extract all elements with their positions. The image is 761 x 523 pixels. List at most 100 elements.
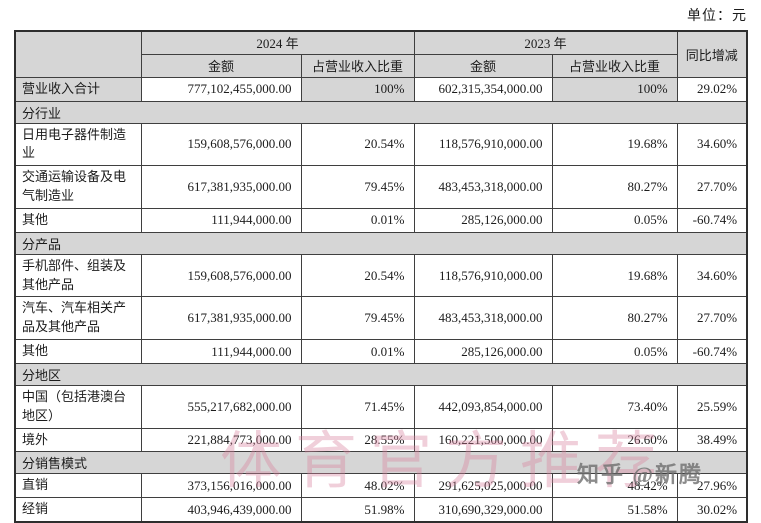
share-2024: 28.55% <box>300 427 415 453</box>
amount-2024: 617,381,935,000.00 <box>140 296 302 341</box>
share-2023: 48.42% <box>551 473 678 499</box>
amount-2023: 310,690,329,000.00 <box>413 497 553 523</box>
header-empty-cell <box>14 30 142 78</box>
header-amount-2024: 金额 <box>140 53 302 78</box>
table-row: 中国（包括港澳台地区） 555,217,682,000.00 71.45% 442,0… <box>14 384 748 429</box>
table-body: 营业收入合计 777,102,455,000.00 100% 602,315,354,… <box>14 76 748 523</box>
section-row: 分销售模式 <box>14 451 748 475</box>
financial-report-page: { "page": { "unit_label": "单位：元" }, "tab… <box>14 9 749 523</box>
share-2024: 79.45% <box>300 165 415 209</box>
share-2024: 20.54% <box>300 253 415 298</box>
table-row: 直销 373,156,016,000.00 48.02% 291,625,025,00… <box>14 473 748 499</box>
section-label: 分地区 <box>14 362 748 386</box>
share-2024: 0.01% <box>300 339 415 364</box>
yoy-value: 34.60% <box>676 122 748 167</box>
table-row: 其他 111,944,000.00 0.01% 285,126,000.00 0.05%… <box>14 207 748 233</box>
share-2023: 80.27% <box>551 165 678 209</box>
row-label: 营业收入合计 <box>14 76 142 102</box>
yoy-value: -60.74% <box>676 339 748 364</box>
row-label: 手机部件、组装及其他产品 <box>14 253 142 298</box>
yoy-value: -60.74% <box>676 207 748 233</box>
share-2023: 73.40% <box>551 384 678 429</box>
yoy-value: 27.70% <box>676 296 748 341</box>
header-row-years: 2024 年 2023 年 同比增减 <box>14 30 748 78</box>
amount-2023: 285,126,000.00 <box>413 339 553 364</box>
header-row-metrics: 金额 占营业收入比重 金额 占营业收入比重 <box>15 53 747 78</box>
section-label: 分行业 <box>14 100 748 124</box>
section-row: 分行业 <box>14 100 748 124</box>
amount-2024: 111,944,000.00 <box>140 207 302 233</box>
amount-2024: 555,217,682,000.00 <box>140 384 302 429</box>
row-label: 境外 <box>14 427 142 453</box>
header-year-2024: 2024 年 <box>140 30 415 55</box>
row-label: 日用电子器件制造业 <box>14 122 142 167</box>
amount-2023: 483,453,318,000.00 <box>413 296 553 341</box>
amount-2023: 291,625,025,000.00 <box>413 473 553 499</box>
yoy-value: 27.96% <box>676 473 748 499</box>
share-2024: 100% <box>300 76 415 102</box>
unit-label: 单位：元 <box>687 9 747 24</box>
yoy-value: 38.49% <box>676 427 748 453</box>
share-2023: 26.60% <box>551 427 678 453</box>
amount-2023: 602,315,354,000.00 <box>413 76 553 102</box>
share-2024: 20.54% <box>300 122 415 167</box>
share-2023: 19.68% <box>551 122 678 167</box>
table-row: 日用电子器件制造业 159,608,576,000.00 20.54% 118,576… <box>14 122 748 167</box>
table-row: 其他 111,944,000.00 0.01% 285,126,000.00 0.05%… <box>14 339 748 364</box>
row-label: 其他 <box>14 207 142 233</box>
header-year-2023: 2023 年 <box>413 30 678 55</box>
row-label: 汽车、汽车相关产品及其他产品 <box>14 296 142 341</box>
header-amount-2023: 金额 <box>413 53 553 78</box>
share-2023: 51.58% <box>551 497 678 523</box>
table-row: 境外 221,884,773,000.00 28.55% 160,221,500,00… <box>14 427 748 453</box>
share-2024: 79.45% <box>300 296 415 341</box>
yoy-value: 29.02% <box>676 76 748 102</box>
row-label: 经销 <box>14 497 142 523</box>
revenue-breakdown-table: 2024 年 2023 年 同比增减 金额 占营业收入比重 金额 占营业收入比重… <box>14 30 749 523</box>
amount-2024: 403,946,439,000.00 <box>140 497 302 523</box>
yoy-value: 25.59% <box>676 384 748 429</box>
row-label: 交通运输设备及电气制造业 <box>14 165 142 209</box>
amount-2023: 160,221,500,000.00 <box>413 427 553 453</box>
section-row: 分地区 <box>14 362 748 386</box>
amount-2023: 118,576,910,000.00 <box>413 253 553 298</box>
section-row: 分产品 <box>14 231 748 255</box>
header-yoy: 同比增减 <box>676 30 748 78</box>
row-label: 中国（包括港澳台地区） <box>14 384 142 429</box>
row-label: 其他 <box>14 339 142 364</box>
amount-2024: 617,381,935,000.00 <box>140 165 302 209</box>
yoy-value: 27.70% <box>676 165 748 209</box>
section-label: 分产品 <box>14 231 748 255</box>
amount-2024: 159,608,576,000.00 <box>140 253 302 298</box>
amount-2024: 373,156,016,000.00 <box>140 473 302 499</box>
amount-2024: 159,608,576,000.00 <box>140 122 302 167</box>
share-2023: 0.05% <box>551 207 678 233</box>
share-2023: 80.27% <box>551 296 678 341</box>
share-2024: 48.02% <box>300 473 415 499</box>
header-share-2023: 占营业收入比重 <box>551 53 678 78</box>
header-share-2024: 占营业收入比重 <box>300 53 415 78</box>
yoy-value: 30.02% <box>676 497 748 523</box>
share-2023: 0.05% <box>551 339 678 364</box>
section-label: 分销售模式 <box>14 451 748 475</box>
amount-2024: 221,884,773,000.00 <box>140 427 302 453</box>
share-2024: 0.01% <box>300 207 415 233</box>
row-label: 直销 <box>14 473 142 499</box>
table-row: 经销 403,946,439,000.00 51.98% 310,690,329,00… <box>14 497 748 523</box>
amount-2023: 442,093,854,000.00 <box>413 384 553 429</box>
amount-2023: 118,576,910,000.00 <box>413 122 553 167</box>
table-row: 汽车、汽车相关产品及其他产品 617,381,935,000.00 79.45% 48… <box>14 296 748 341</box>
table-header: 2024 年 2023 年 同比增减 金额 占营业收入比重 金额 占营业收入比重 <box>14 30 748 78</box>
table-row: 营业收入合计 777,102,455,000.00 100% 602,315,354,… <box>14 76 748 102</box>
share-2023: 19.68% <box>551 253 678 298</box>
amount-2024: 111,944,000.00 <box>140 339 302 364</box>
amount-2023: 483,453,318,000.00 <box>413 165 553 209</box>
table-row: 交通运输设备及电气制造业 617,381,935,000.00 79.45% 483,… <box>14 165 748 209</box>
share-2024: 71.45% <box>300 384 415 429</box>
share-2024: 51.98% <box>300 497 415 523</box>
amount-2023: 285,126,000.00 <box>413 207 553 233</box>
yoy-value: 34.60% <box>676 253 748 298</box>
share-2023: 100% <box>551 76 678 102</box>
table-row: 手机部件、组装及其他产品 159,608,576,000.00 20.54% 118,… <box>14 253 748 298</box>
amount-2024: 777,102,455,000.00 <box>140 76 302 102</box>
